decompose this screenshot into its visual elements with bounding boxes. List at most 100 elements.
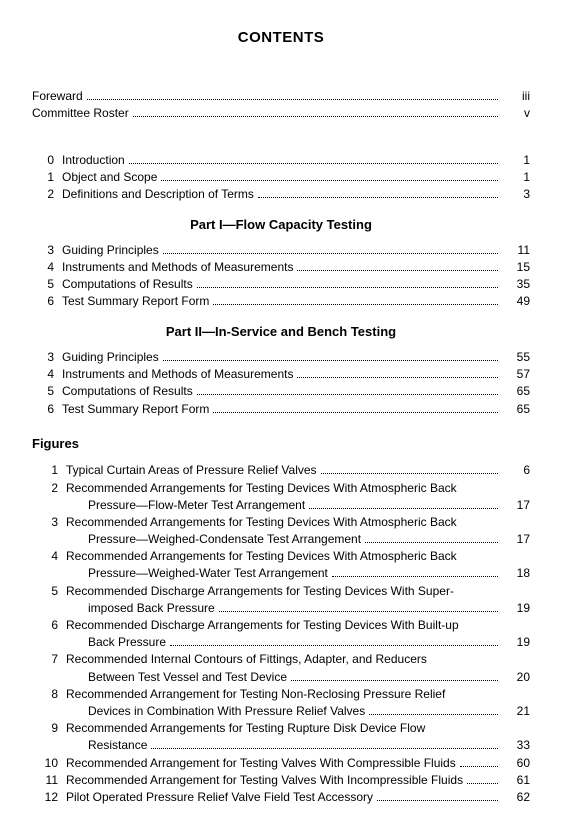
figure-row-cont: Back Pressure19 [32,634,530,650]
figure-row: 9Recommended Arrangements for Testing Ru… [32,720,530,736]
figure-num: 2 [32,480,66,496]
leader-dots [321,473,498,474]
leader-dots [163,360,498,361]
part2-row: 4Instruments and Methods of Measurements… [32,366,530,382]
figure-label-line1: Recommended Discharge Arrangements for T… [66,583,454,599]
part2-num: 4 [32,366,62,382]
leader-dots [460,766,498,767]
intro-label: Introduction [62,152,125,168]
figure-row-cont: imposed Back Pressure 19 [32,600,530,616]
figure-label: Recommended Arrangement for Testing Valv… [66,755,456,771]
figure-row: 4Recommended Arrangements for Testing De… [32,548,530,564]
part2-num: 3 [32,349,62,365]
part1-num: 5 [32,276,62,292]
figure-row: 5Recommended Discharge Arrangements for … [32,583,530,599]
part1-heading: Part I—Flow Capacity Testing [32,216,530,234]
leader-dots [309,508,498,509]
leader-dots [163,253,498,254]
leader-dots [219,611,498,612]
figure-page: 60 [502,755,530,771]
figure-num: 11 [32,772,66,788]
figure-row: 6Recommended Discharge Arrangements for … [32,617,530,633]
part1-page: 15 [502,259,530,275]
part2-page: 57 [502,366,530,382]
leader-dots [197,394,498,395]
figure-row: 2Recommended Arrangements for Testing De… [32,480,530,496]
leader-dots [133,116,498,117]
leader-dots [297,270,498,271]
intro-label: Definitions and Description of Terms [62,186,254,202]
prelim-label: Committee Roster [32,105,129,121]
figure-num: 12 [32,789,66,805]
part1-label: Computations of Results [62,276,193,292]
figure-page: 17 [502,497,530,513]
figure-label-line1: Recommended Arrangements for Testing Rup… [66,720,425,736]
part1-label: Guiding Principles [62,242,159,258]
prelim-row: Committee Roster v [32,105,530,121]
figure-page: 21 [502,703,530,719]
intro-row: 0Introduction1 [32,152,530,168]
intro-label: Object and Scope [62,169,157,185]
figure-row: 1Typical Curtain Areas of Pressure Relie… [32,462,530,478]
leader-dots [161,180,498,181]
figure-row: 7Recommended Internal Contours of Fittin… [32,651,530,667]
figure-row: 10Recommended Arrangement for Testing Va… [32,755,530,771]
figure-label-line2: Back Pressure [66,634,166,650]
part2-page: 65 [502,401,530,417]
figure-page: 20 [502,669,530,685]
figure-page: 6 [502,462,530,478]
figure-num: 8 [32,686,66,702]
figures-heading: Figures [32,435,530,453]
part1-row: 5Computations of Results35 [32,276,530,292]
part1-row: 3Guiding Principles11 [32,242,530,258]
figure-label-line2: imposed Back Pressure [66,600,215,616]
figure-label-line1: Recommended Internal Contours of Fitting… [66,651,427,667]
figure-label-line2: Resistance [66,737,147,753]
leader-dots [151,748,498,749]
part2-label: Test Summary Report Form [62,401,209,417]
contents-title: CONTENTS [32,28,530,48]
figure-num: 10 [32,755,66,771]
part2-num: 6 [32,401,62,417]
part2-page: 65 [502,383,530,399]
part2-label: Computations of Results [62,383,193,399]
figure-num: 6 [32,617,66,633]
part1-page: 49 [502,293,530,309]
figure-page: 61 [502,772,530,788]
part1-num: 3 [32,242,62,258]
leader-dots [369,714,498,715]
part2-page: 55 [502,349,530,365]
leader-dots [213,412,498,413]
figure-num: 3 [32,514,66,530]
part2-num: 5 [32,383,62,399]
part2-heading: Part II—In-Service and Bench Testing [32,323,530,341]
figure-page: 62 [502,789,530,805]
prelim-page: v [502,105,530,121]
figure-page: 19 [502,600,530,616]
part2-row: 6Test Summary Report Form 65 [32,401,530,417]
figure-label-line2: Devices in Combination With Pressure Rel… [66,703,365,719]
intro-page: 1 [502,169,530,185]
figure-num: 4 [32,548,66,564]
part1-label: Test Summary Report Form [62,293,209,309]
part1-row: 4Instruments and Methods of Measurements… [32,259,530,275]
prelim-label: Foreward [32,88,83,104]
figure-row-cont: Devices in Combination With Pressure Rel… [32,703,530,719]
figure-row-cont: Resistance33 [32,737,530,753]
figure-num: 1 [32,462,66,478]
leader-dots [129,163,498,164]
figure-row: 3Recommended Arrangements for Testing De… [32,514,530,530]
figure-label-line2: Pressure—Flow-Meter Test Arrangement [66,497,305,513]
figure-label: Typical Curtain Areas of Pressure Relief… [66,462,317,478]
figure-row: 12Pilot Operated Pressure Relief Valve F… [32,789,530,805]
prelim-page: iii [502,88,530,104]
part1-label: Instruments and Methods of Measurements [62,259,293,275]
figure-row: 8Recommended Arrangement for Testing Non… [32,686,530,702]
leader-dots [213,304,498,305]
intro-num: 2 [32,186,62,202]
intro-page: 1 [502,152,530,168]
intro-row: 1Object and Scope1 [32,169,530,185]
leader-dots [258,197,498,198]
figure-row-cont: Pressure—Weighed-Water Test Arrangement1… [32,565,530,581]
figure-label: Pilot Operated Pressure Relief Valve Fie… [66,789,373,805]
